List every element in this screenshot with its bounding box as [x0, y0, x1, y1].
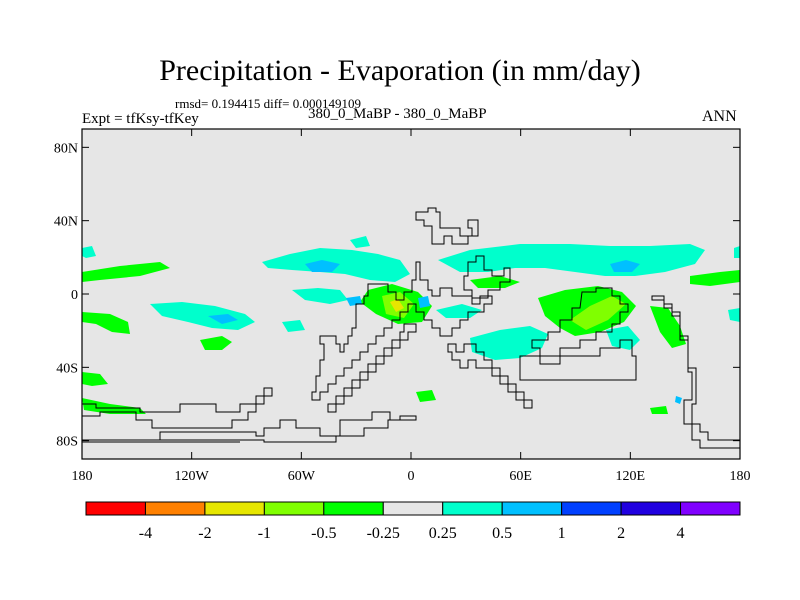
yellow-africa-core — [390, 299, 404, 312]
lat-tick-label: 80S — [56, 435, 78, 450]
lat-tick-label: 40S — [56, 361, 78, 376]
stronger-positive-cores — [208, 260, 682, 404]
colorbar-label: -0.25 — [367, 525, 400, 542]
colorbar-label: 2 — [617, 525, 625, 542]
continent-outline-central-pangea — [311, 261, 493, 401]
continent-outline-southeast-land — [519, 339, 637, 381]
positive-pe-regions — [82, 236, 740, 360]
season-label: ANN — [702, 108, 737, 125]
colorbar-swatch — [620, 501, 682, 516]
lightblue-southeast-dot — [675, 396, 682, 404]
continent-outline-south-polar — [82, 411, 417, 443]
continent-outline-north — [415, 207, 479, 245]
lon-tick-label: 60E — [509, 469, 532, 484]
longitude-axis: 180 120W 60W 0 60E 120E 180 — [72, 129, 751, 484]
colorbar-swatch — [680, 501, 741, 516]
colorbar-swatch — [442, 501, 503, 516]
cyan-south-indian-band — [470, 326, 548, 360]
cyan-east-patch — [734, 246, 740, 258]
colorbar-swatch — [561, 501, 622, 516]
colorbar-swatch — [323, 501, 384, 516]
cyan-equatorial-east — [436, 304, 482, 318]
latitude-axis: 80N 40N 0 40S 80S — [54, 141, 740, 450]
lightblue-equator-core — [418, 296, 430, 308]
green-south-pacific-patch — [200, 336, 232, 350]
green-southern-ocean — [82, 398, 146, 414]
continent-outlines — [82, 207, 740, 449]
colorbar-swatch — [204, 501, 265, 516]
continent-outline-east-land — [531, 287, 629, 357]
lon-tick-label: 120W — [175, 469, 210, 484]
colorbar-swatch — [85, 501, 146, 516]
lightgreen-indian-core — [570, 296, 626, 330]
colorbar-label: 1 — [558, 525, 566, 542]
cyan-tropical-atlantic — [292, 288, 348, 304]
lon-tick-label: 180 — [730, 469, 751, 484]
green-southern-patch — [650, 406, 668, 414]
lat-tick-label: 0 — [71, 288, 78, 303]
lon-tick-label: 120E — [616, 469, 646, 484]
colorbar-swatch — [382, 501, 444, 516]
lightblue-subtropical-core — [208, 314, 238, 324]
rmsd-diff-stats: rmsd= 0.194415 diff= 0.000149109 — [175, 96, 361, 111]
green-south-indian — [650, 306, 686, 348]
green-east-pacific — [690, 270, 740, 286]
plot-title: Precipitation - Evaporation (in mm/day) — [159, 54, 641, 87]
colorbar-label: 4 — [677, 525, 685, 542]
lon-tick-label: 180 — [72, 469, 93, 484]
strongest-negative-core — [390, 299, 404, 312]
case-subtitle: 380_0_MaBP - 380_0_MaBP — [308, 106, 487, 122]
continent-outline-east-peninsula — [651, 295, 740, 449]
green-south-america-west — [82, 372, 108, 386]
experiment-label: Expt = tfKsy-tfKey — [82, 111, 199, 127]
colorbar-swatch — [501, 501, 563, 516]
colorbar: -4 -2 -1 -0.5 -0.25 0.25 0.5 1 2 4 — [85, 501, 741, 542]
lightblue-north-pacific-core — [305, 260, 340, 272]
lat-tick-label: 40N — [54, 215, 78, 230]
contour-fields — [82, 236, 740, 414]
cyan-west-pacific-small — [82, 246, 96, 258]
continent-outline-tethys — [463, 255, 511, 299]
cyan-subtropical-south — [150, 302, 255, 330]
green-atlantic-patch — [416, 390, 436, 402]
lon-tick-label: 60W — [288, 469, 316, 484]
colorbar-swatch — [263, 501, 325, 516]
green-pacific-south-band — [82, 312, 130, 334]
colorbar-label: 0.25 — [429, 525, 457, 542]
colorbar-label: -2 — [198, 525, 211, 542]
green-tethys-patch — [470, 276, 520, 288]
continent-outline-antarctic — [82, 387, 273, 429]
colorbar-label: -4 — [139, 525, 152, 542]
lon-tick-label: 0 — [408, 469, 415, 484]
colorbar-label: -0.5 — [311, 525, 336, 542]
cyan-south-pacific-patch — [282, 320, 305, 332]
cyan-north-atlantic-patch — [350, 236, 370, 248]
continent-outline-southern-land — [447, 343, 533, 409]
lightblue-central-core — [610, 260, 640, 272]
colorbar-label: 0.5 — [492, 525, 512, 542]
cyan-south-edge — [728, 308, 740, 322]
continent-outline-gondwana-coast — [327, 323, 417, 413]
colorbar-label: -1 — [258, 525, 271, 542]
lat-tick-label: 80N — [54, 141, 78, 156]
colorbar-swatch — [144, 501, 206, 516]
green-pacific-north-band — [82, 262, 170, 282]
